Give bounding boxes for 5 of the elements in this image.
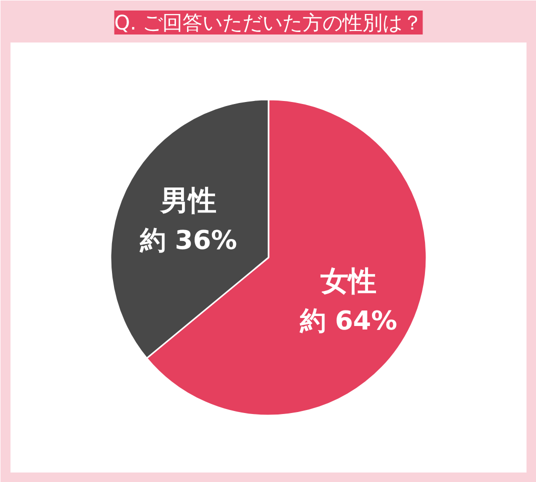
slice-label: 女性 — [320, 264, 377, 298]
slice-label: 男性 — [159, 184, 216, 217]
data-label: 約 64% — [298, 306, 398, 336]
data-label: 約 36% — [138, 226, 238, 256]
chart-title: Q. ご回答いただいた方の性別は？ — [114, 10, 423, 34]
